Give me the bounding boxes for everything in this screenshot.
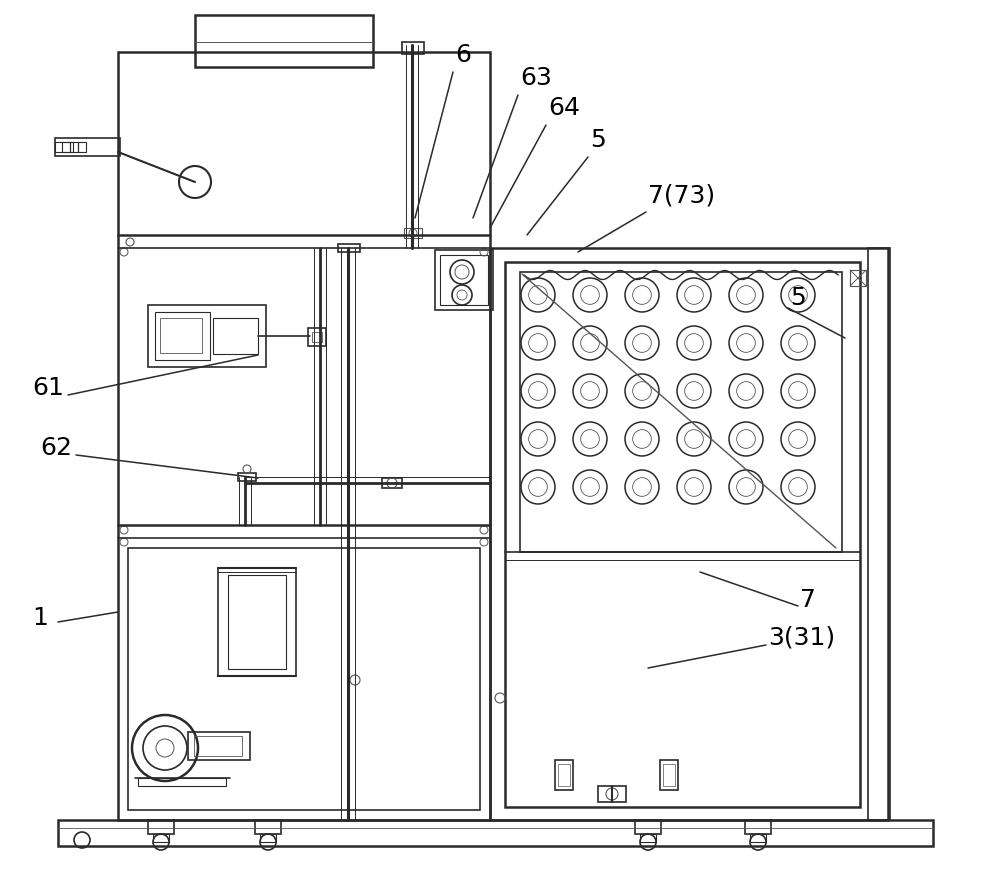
- Bar: [55, 142, 73, 152]
- Bar: [338, 244, 360, 252]
- Bar: [520, 272, 842, 552]
- Bar: [155, 312, 210, 360]
- Text: 7: 7: [800, 588, 816, 612]
- Text: 1: 1: [32, 606, 48, 630]
- Bar: [402, 42, 424, 54]
- Bar: [118, 52, 490, 820]
- Bar: [148, 820, 174, 834]
- Text: 62: 62: [40, 436, 72, 460]
- Bar: [188, 732, 250, 760]
- Bar: [78, 142, 86, 152]
- Text: 64: 64: [548, 96, 580, 120]
- Bar: [640, 834, 656, 842]
- Bar: [153, 834, 169, 842]
- Bar: [663, 764, 675, 786]
- Bar: [255, 820, 281, 834]
- Text: 5: 5: [590, 128, 606, 152]
- Text: 63: 63: [520, 66, 552, 90]
- Bar: [128, 548, 480, 810]
- Bar: [404, 228, 422, 238]
- Bar: [440, 255, 488, 305]
- Bar: [160, 318, 202, 353]
- Bar: [745, 820, 771, 834]
- Text: 3(31): 3(31): [768, 626, 835, 650]
- Bar: [660, 760, 678, 790]
- Bar: [635, 820, 661, 834]
- Bar: [435, 250, 493, 310]
- Bar: [138, 778, 226, 786]
- Bar: [218, 568, 296, 676]
- Bar: [195, 15, 373, 67]
- Bar: [62, 142, 70, 152]
- Bar: [55, 138, 120, 156]
- Bar: [194, 736, 242, 756]
- Bar: [58, 820, 933, 846]
- Bar: [558, 764, 570, 786]
- Bar: [598, 786, 626, 802]
- Text: 61: 61: [32, 376, 64, 400]
- Text: 6: 6: [455, 43, 471, 67]
- Text: 7(73): 7(73): [648, 183, 715, 207]
- Bar: [490, 248, 888, 820]
- Bar: [555, 760, 573, 790]
- Bar: [868, 248, 890, 820]
- Bar: [238, 473, 256, 481]
- Bar: [850, 270, 866, 286]
- Bar: [148, 305, 266, 367]
- Bar: [260, 834, 276, 842]
- Bar: [382, 478, 402, 488]
- Bar: [312, 332, 322, 342]
- Bar: [70, 142, 78, 152]
- Bar: [750, 834, 766, 842]
- Bar: [505, 262, 860, 807]
- Bar: [308, 328, 326, 346]
- Bar: [228, 575, 286, 669]
- Text: 5: 5: [790, 286, 806, 310]
- Bar: [213, 318, 258, 354]
